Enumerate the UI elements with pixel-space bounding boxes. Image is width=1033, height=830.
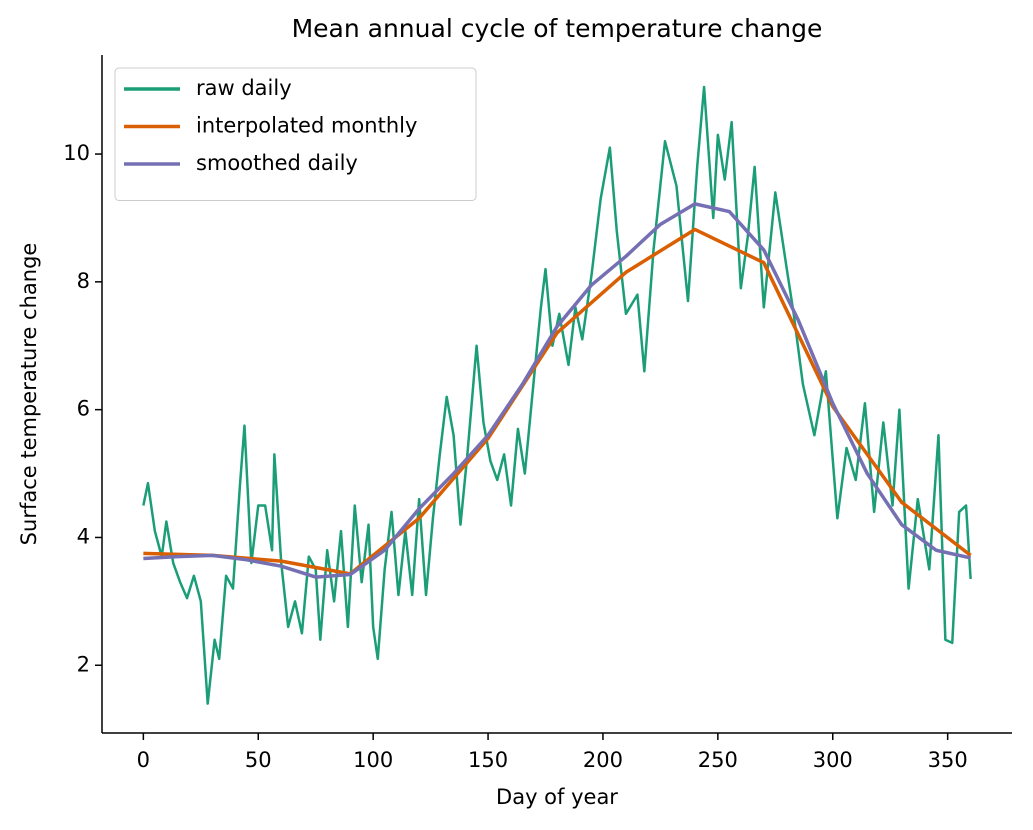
y-tick-label: 8 [77,269,90,293]
y-tick-label: 10 [63,141,90,165]
y-tick-label: 6 [77,397,90,421]
legend-label: raw daily [196,76,292,100]
y-tick-label: 4 [77,524,90,548]
legend-box [114,67,477,201]
x-tick-label: 150 [468,748,508,772]
series-line [142,85,972,705]
x-axis-label: Day of year [496,785,618,809]
x-tick-label: 50 [245,748,272,772]
y-axis-label: Surface temperature change [17,243,41,546]
x-tick-label: 350 [928,748,968,772]
series-line [143,202,972,579]
x-tick-label: 100 [353,748,393,772]
legend-label: smoothed daily [196,151,358,175]
x-tick-label: 200 [583,748,623,772]
y-tick-label: 2 [77,652,90,676]
legend: raw daily interpolated monthly smoothed da… [114,67,477,201]
x-tick-label: 0 [137,748,150,772]
x-tick-label: 300 [813,748,853,772]
legend-label: interpolated monthly [196,114,417,138]
x-tick-label: 250 [698,748,738,772]
chart-title: Mean annual cycle of temperature change [292,14,823,43]
